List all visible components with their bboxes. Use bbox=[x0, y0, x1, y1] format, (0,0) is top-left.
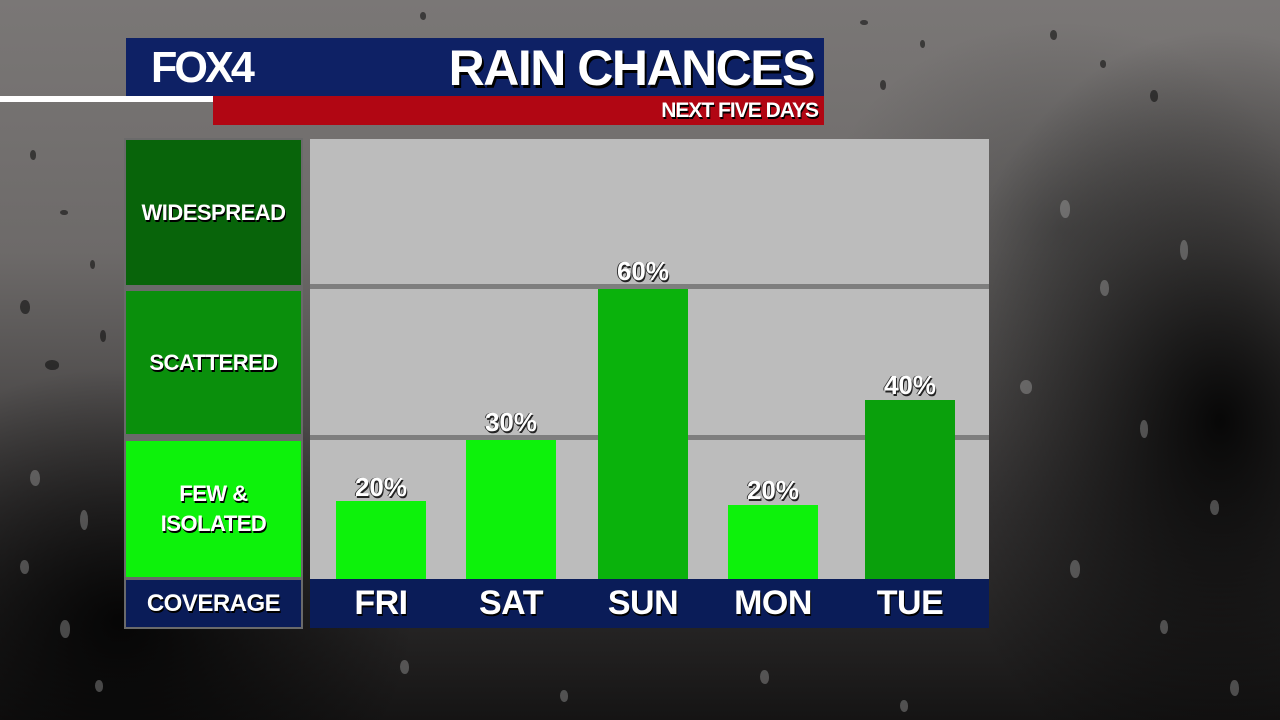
bar-label-sun: 60% bbox=[616, 256, 670, 286]
gridline-widespread bbox=[310, 284, 989, 289]
x-label-sun: SUN bbox=[607, 584, 679, 622]
bar-label-sat: 30% bbox=[484, 407, 538, 437]
bar-tue bbox=[865, 400, 955, 579]
bar-label-fri: 20% bbox=[354, 472, 408, 502]
bar-sun bbox=[598, 289, 688, 579]
subtitle-banner bbox=[213, 96, 824, 125]
bar-fri bbox=[336, 501, 426, 579]
coverage-legend-column: WIDESPREAD SCATTERED FEW & ISOLATED COVE… bbox=[124, 138, 303, 629]
fox4-logo: FOX4 bbox=[151, 43, 255, 92]
bar-sat bbox=[466, 440, 556, 579]
bar-mon bbox=[728, 505, 818, 579]
bar-label-mon: 20% bbox=[746, 475, 800, 505]
coverage-axis-label: COVERAGE bbox=[126, 580, 301, 627]
band-few-line2: ISOLATED bbox=[160, 511, 267, 536]
header-accent-line bbox=[0, 96, 214, 102]
x-axis: FRI SAT SUN MON TUE bbox=[310, 579, 989, 628]
band-scattered: SCATTERED bbox=[126, 291, 301, 434]
header-banner bbox=[126, 38, 824, 96]
x-label-tue: TUE bbox=[876, 584, 944, 622]
band-widespread: WIDESPREAD bbox=[126, 140, 301, 285]
x-label-fri: FRI bbox=[354, 584, 408, 622]
page-subtitle: NEXT FIVE DAYS bbox=[661, 99, 819, 122]
page-title: RAIN CHANCES bbox=[448, 40, 816, 96]
x-label-mon: MON bbox=[734, 584, 812, 622]
rain-chance-chart: 20% 30% 60% 20% 40% FRI SAT SUN MON TUE bbox=[310, 139, 989, 628]
band-few-isolated: FEW & ISOLATED bbox=[126, 441, 301, 577]
band-few-line1: FEW & bbox=[179, 481, 248, 506]
x-label-sat: SAT bbox=[479, 584, 543, 622]
bar-label-tue: 40% bbox=[883, 370, 937, 400]
